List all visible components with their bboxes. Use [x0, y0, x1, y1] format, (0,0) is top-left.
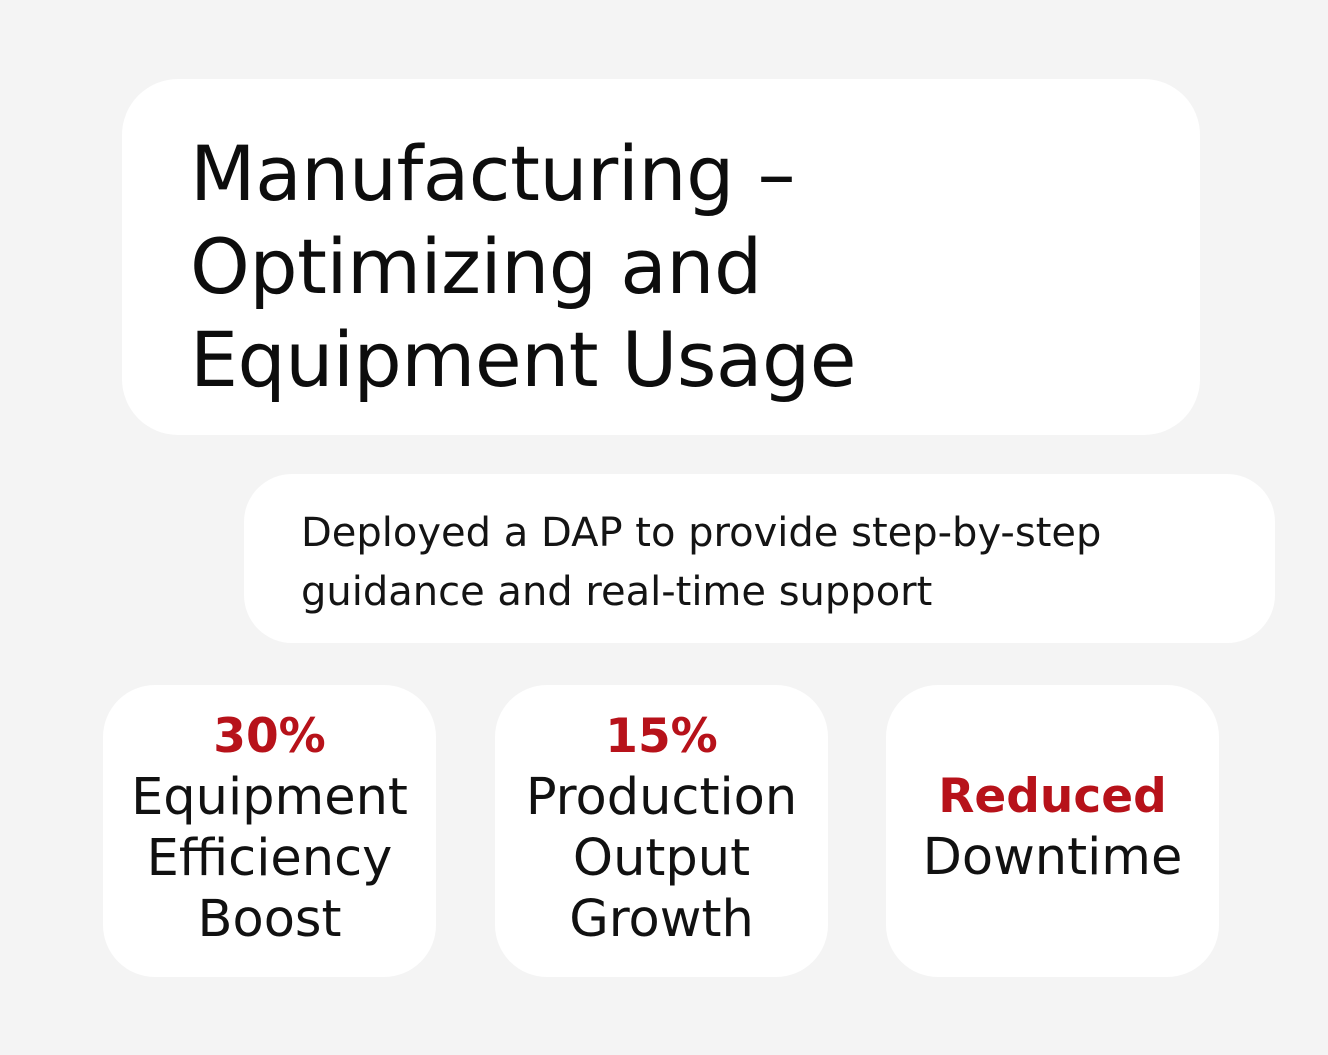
description-card: Deployed a DAP to provide step-by-step g…: [244, 474, 1275, 643]
stat-label-line: Output: [572, 829, 751, 888]
stat-value: 30%: [213, 709, 326, 764]
stat-card-equipment-efficiency: 30% Equipment Efficiency Boost: [103, 685, 436, 977]
description-line-2: guidance and real-time support: [301, 569, 933, 615]
stat-value: 15%: [605, 709, 718, 764]
description-line-1: Deployed a DAP to provide step-by-step: [301, 510, 1102, 556]
title-line-3: Equipment Usage: [190, 315, 857, 404]
title-line-2: Optimizing and: [190, 222, 762, 311]
stat-label-line: Efficiency: [146, 829, 393, 888]
stat-card-production-output: 15% Production Output Growth: [495, 685, 828, 977]
title-card: Manufacturing – Optimizing and Equipment…: [122, 79, 1200, 435]
stat-label-line: Equipment: [131, 768, 408, 827]
stat-label-line: Downtime: [922, 828, 1183, 887]
page-title: Manufacturing – Optimizing and Equipment…: [190, 127, 1200, 406]
stat-label-line: Boost: [197, 890, 342, 949]
stat-card-reduced-downtime: Reduced Downtime: [886, 685, 1219, 977]
title-line-1: Manufacturing –: [190, 129, 796, 218]
stat-value: Reduced: [938, 769, 1167, 824]
stat-label-line: Production: [525, 768, 798, 827]
stat-label-line: Growth: [569, 890, 754, 949]
